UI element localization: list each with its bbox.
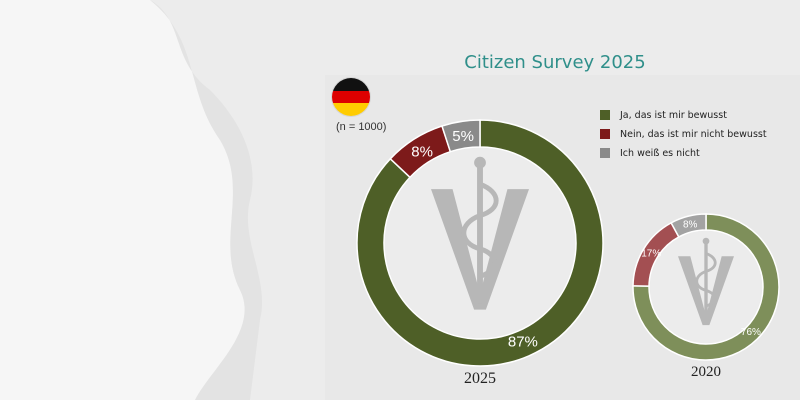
donut-chart-2025: 87% 8% 5% 2025 <box>356 119 604 387</box>
data-label: 8% <box>411 143 433 160</box>
sample-size-label: (n = 1000) <box>336 121 387 133</box>
chart-title: Citizen Survey 2025 <box>464 52 646 73</box>
data-label: 5% <box>452 128 474 145</box>
donut-slice-1 <box>632 213 780 361</box>
legend-item-yes: Ja, das ist mir bewusst <box>600 107 767 123</box>
data-label: 8% <box>683 219 698 230</box>
legend-label-dont-know: Ich weiß es nicht <box>620 147 700 159</box>
donut-slice-3 <box>670 213 707 238</box>
staff-knob-icon <box>702 237 710 245</box>
legend-item-no: Nein, das ist mir nicht bewusst <box>600 126 767 142</box>
legend-label-yes: Ja, das ist mir bewusst <box>620 109 727 121</box>
legend-item-dont-know: Ich weiß es nicht <box>600 145 767 161</box>
donut-slice-1 <box>356 119 604 367</box>
legend-swatch-no <box>600 129 610 139</box>
legend-swatch-dont-know <box>600 148 610 158</box>
flag-stripe-gold <box>332 103 370 116</box>
staff-icon <box>477 166 483 304</box>
serpent-icon <box>695 252 717 308</box>
donut-chart-2020: 76% 17% 8% 2020 <box>632 213 780 380</box>
flag-stripe-black <box>332 78 370 91</box>
data-label: 87% <box>508 334 538 351</box>
staff-icon <box>704 243 708 322</box>
germany-flag-icon <box>332 78 370 116</box>
v-logo-icon <box>431 189 529 310</box>
legend-label-no: Nein, das ist mir nicht bewusst <box>620 128 767 140</box>
serpent-icon <box>461 181 499 279</box>
v-logo-icon <box>678 256 734 326</box>
year-label-2020: 2020 <box>691 364 721 380</box>
flag-stripe-red <box>332 90 370 104</box>
data-label: 17% <box>641 248 661 259</box>
legend-swatch-yes <box>600 110 610 120</box>
data-label: 76% <box>741 327 761 338</box>
staff-knob-icon <box>474 156 486 169</box>
legend: Ja, das ist mir bewusst Nein, das ist mi… <box>600 107 767 164</box>
year-label-2025: 2025 <box>464 370 496 387</box>
donut-slice-3 <box>441 119 481 153</box>
